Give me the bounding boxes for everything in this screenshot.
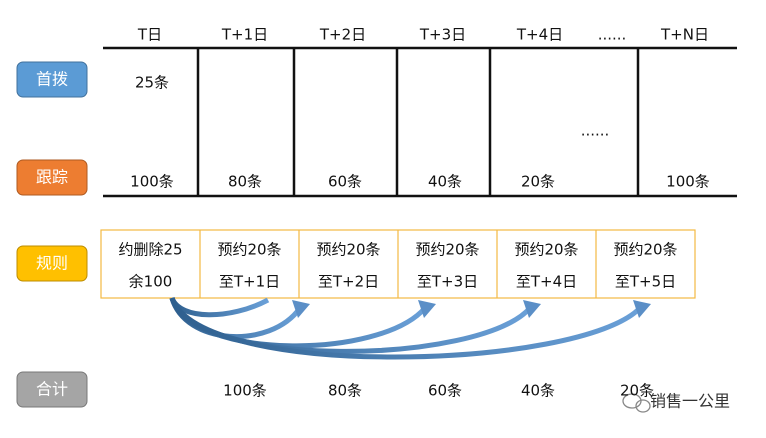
- rule-text: 至T+2日: [318, 273, 379, 291]
- cell: 40条: [428, 173, 462, 191]
- cell: 60条: [428, 382, 462, 400]
- column-header: T+2日: [319, 26, 366, 44]
- rule-text: 至T+3日: [417, 273, 478, 291]
- rule-text: 至T+1日: [219, 273, 280, 291]
- rule-text: 至T+5日: [615, 273, 676, 291]
- rule-text: 预约20条: [613, 241, 677, 259]
- cell: ......: [581, 122, 610, 140]
- cell: 40条: [521, 382, 555, 400]
- watermark-icon: [622, 393, 651, 413]
- cell: 100条: [130, 173, 174, 191]
- column-header: T+3日: [419, 26, 466, 44]
- rule-text: 约删除25: [118, 241, 182, 259]
- row-label: 合计: [36, 380, 68, 399]
- arrows: [169, 296, 642, 360]
- cell: 25条: [135, 74, 169, 92]
- rule-text: 余100: [129, 273, 173, 291]
- cell: 80条: [228, 173, 262, 191]
- row-label: 规则: [36, 254, 68, 273]
- rule-boxes: [100, 229, 696, 299]
- arrow-heads: [292, 300, 651, 318]
- watermark: 销售一公里: [650, 392, 730, 411]
- column-header: T+4日: [516, 26, 563, 44]
- cell: 100条: [666, 173, 710, 191]
- column-header: T+1日: [221, 26, 268, 44]
- cell: 80条: [328, 382, 362, 400]
- cell: 60条: [328, 173, 362, 191]
- row-label: 首拨: [36, 70, 68, 89]
- cell: 20条: [521, 173, 555, 191]
- rule-text: 预约20条: [316, 241, 380, 259]
- side-labels: 首拨 跟踪 规则 合计: [16, 61, 88, 408]
- cell: 20条: [620, 382, 654, 400]
- table-lines: [103, 46, 737, 198]
- column-header: T+N日: [660, 26, 709, 44]
- cell: 100条: [223, 382, 267, 400]
- rule-text: 预约20条: [217, 241, 281, 259]
- rule-text: 至T+4日: [516, 273, 577, 291]
- row-label: 跟踪: [36, 168, 68, 187]
- column-header: T日: [137, 26, 162, 44]
- column-header: ......: [598, 26, 627, 44]
- rule-text: 预约20条: [514, 241, 578, 259]
- rule-text: 预约20条: [415, 241, 479, 259]
